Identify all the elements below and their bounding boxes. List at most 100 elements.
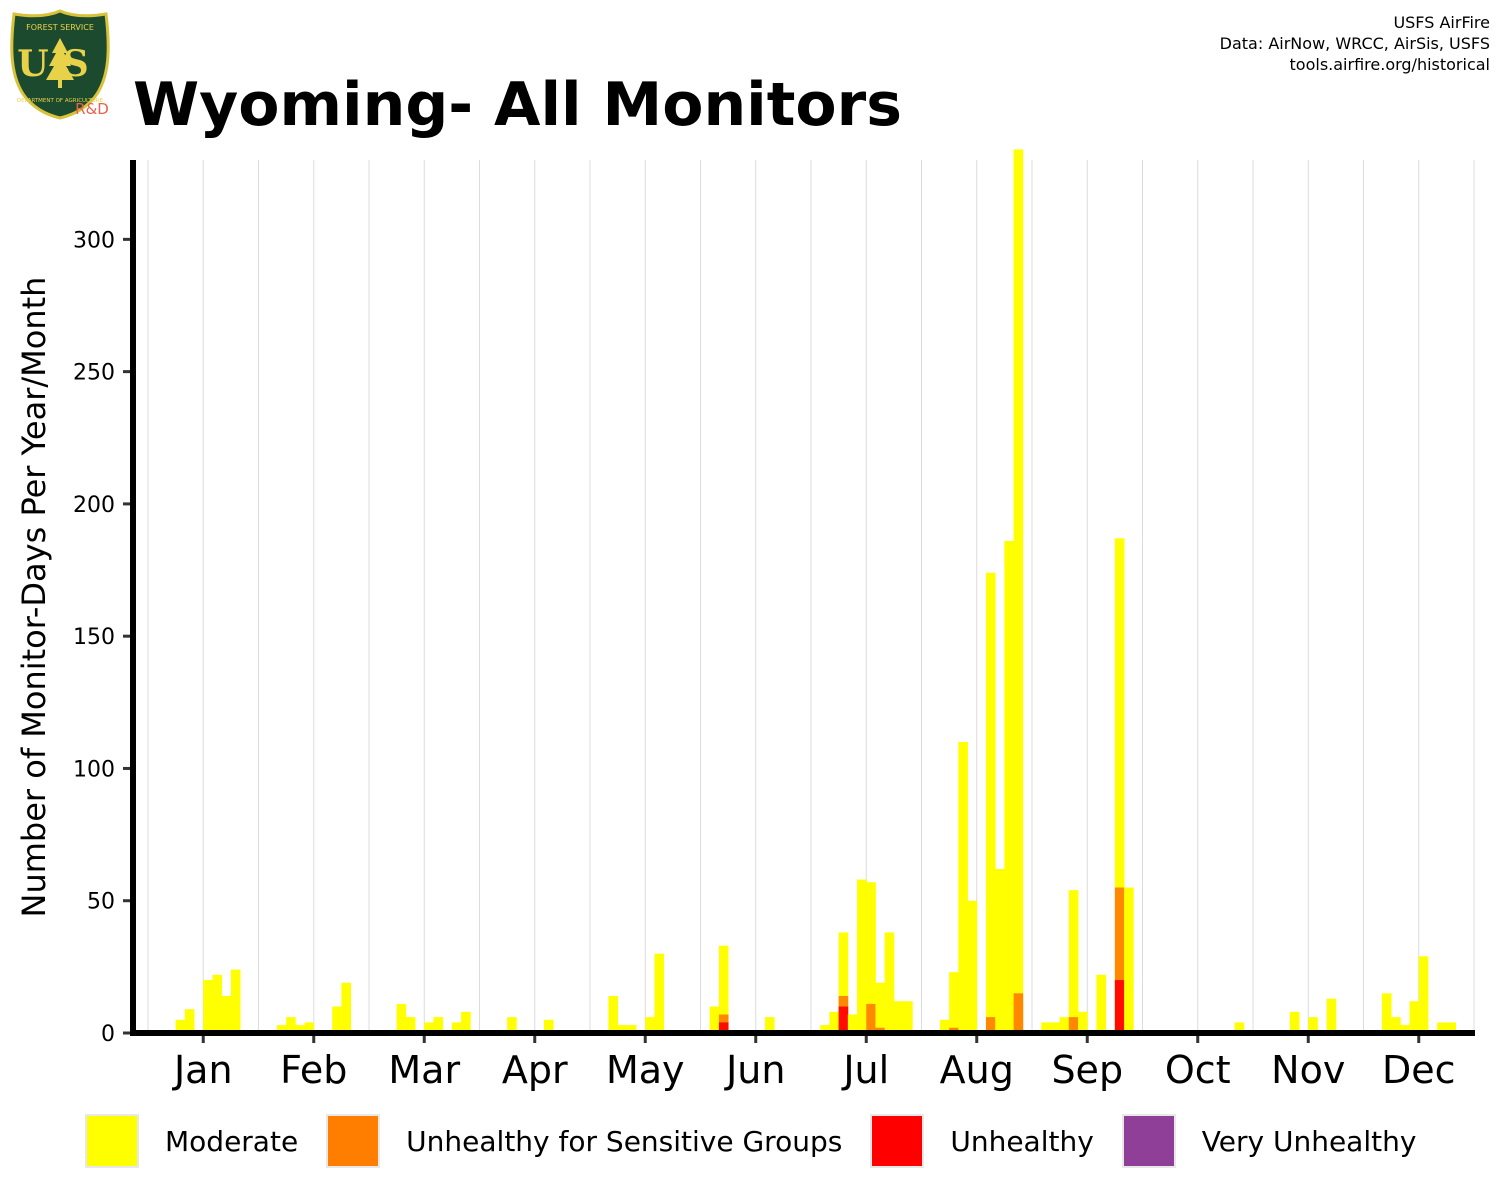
- legend-item-usg: Unhealthy for Sensitive Groups: [326, 1114, 842, 1168]
- bar-moderate: [617, 1025, 628, 1033]
- legend-swatch: [870, 1114, 925, 1168]
- bar-moderate: [341, 982, 351, 1033]
- bar-moderate: [230, 969, 241, 1033]
- bar-moderate: [543, 1019, 554, 1033]
- credit-line: Data: AirNow, WRCC, AirSis, USFS: [1219, 34, 1490, 53]
- bar-moderate: [507, 1017, 517, 1033]
- bar-moderate: [1437, 1022, 1447, 1033]
- bar-moderate: [626, 1025, 637, 1033]
- bar-moderate: [332, 1006, 342, 1033]
- bar-moderate: [1289, 1011, 1300, 1033]
- bar-moderate: [985, 572, 996, 1033]
- bar-moderate: [1114, 538, 1125, 1033]
- x-tick-label: Sep: [1051, 1048, 1123, 1092]
- bar-moderate: [424, 1022, 434, 1033]
- bar-chart: 0 50 100 150 200 250 300 Jan Feb Mar Apr May Jun Jul A…: [15, 149, 1475, 1092]
- bar-usg: [866, 1003, 876, 1033]
- bar-moderate: [396, 1003, 407, 1033]
- bar-moderate: [893, 1001, 904, 1033]
- bar-moderate: [1124, 887, 1134, 1033]
- bar-moderate: [939, 1019, 950, 1033]
- bar-moderate: [820, 1025, 830, 1033]
- legend-swatch: [326, 1114, 381, 1168]
- x-tick-label: May: [606, 1048, 685, 1092]
- bar-moderate: [1326, 998, 1337, 1033]
- bar-usg: [985, 1017, 996, 1033]
- bar-moderate: [184, 1009, 195, 1033]
- bar-unhealthy: [718, 1022, 729, 1033]
- bar-moderate: [295, 1025, 305, 1033]
- credits: USFS AirFire Data: AirNow, WRCC, AirSis,…: [1220, 12, 1490, 75]
- bar-moderate: [1068, 890, 1079, 1033]
- bar-moderate: [838, 932, 849, 1033]
- logo-top-text: FOREST SERVICE: [26, 23, 94, 32]
- x-tick-label: Mar: [388, 1048, 460, 1092]
- bar-moderate: [967, 900, 978, 1033]
- legend-swatch: [1121, 1114, 1176, 1168]
- legend: Moderate Unhealthy for Sensitive Groups …: [85, 1112, 1444, 1170]
- legend-label: Unhealthy for Sensitive Groups: [406, 1124, 843, 1158]
- x-tick-label: Apr: [502, 1048, 568, 1092]
- legend-label: Unhealthy: [950, 1124, 1094, 1158]
- x-tick-label: Aug: [940, 1048, 1014, 1092]
- bar-moderate: [1078, 1011, 1088, 1033]
- y-tick-label: 150: [73, 625, 115, 650]
- bar-moderate: [1050, 1022, 1061, 1033]
- bar-usg: [1013, 993, 1024, 1033]
- bar-unhealthy: [838, 1006, 849, 1033]
- x-tick-label: Feb: [280, 1048, 347, 1092]
- grid-lines: [147, 160, 1475, 1033]
- bar-moderate: [451, 1022, 462, 1033]
- x-tick-label: Jun: [724, 1048, 785, 1092]
- bar-moderate: [875, 982, 886, 1033]
- bar-moderate: [958, 742, 968, 1033]
- bar-moderate: [461, 1011, 471, 1033]
- bar-moderate: [1059, 1017, 1070, 1033]
- bar-moderate: [1446, 1022, 1456, 1033]
- credit-line: USFS AirFire: [1393, 13, 1490, 32]
- legend-label: Moderate: [165, 1124, 299, 1158]
- legend-label: Very Unhealthy: [1201, 1124, 1417, 1158]
- bar-moderate: [847, 1014, 858, 1033]
- bar-moderate: [405, 1017, 416, 1033]
- bars: [148, 149, 1475, 1033]
- x-tick-label: Nov: [1271, 1048, 1345, 1092]
- bar-moderate: [1308, 1017, 1318, 1033]
- bar-moderate: [1400, 1025, 1410, 1033]
- bar-moderate: [608, 995, 619, 1033]
- axes: 0 50 100 150 200 250 300 Jan Feb Mar Apr May Jun Jul A…: [73, 160, 1475, 1092]
- bar-moderate: [1391, 1017, 1401, 1033]
- bar-moderate: [1013, 149, 1024, 1033]
- bar-moderate: [276, 1025, 287, 1033]
- bar-moderate: [221, 995, 232, 1033]
- bar-moderate: [949, 972, 959, 1033]
- bar-moderate: [1234, 1022, 1245, 1033]
- bar-moderate: [1041, 1022, 1051, 1033]
- bar-moderate: [1409, 1001, 1420, 1033]
- bar-moderate: [884, 932, 895, 1033]
- bar-unhealthy: [1114, 980, 1125, 1033]
- logo-bottom-text: DEPARTMENT OF AGRICULTURE: [17, 98, 104, 104]
- bar-moderate: [1418, 956, 1429, 1033]
- bar-moderate: [1381, 993, 1392, 1033]
- legend-item-unhealthy: Unhealthy: [870, 1114, 1094, 1168]
- bar-usg: [1114, 887, 1125, 1033]
- bar-moderate: [203, 980, 213, 1033]
- bar-moderate: [304, 1022, 315, 1033]
- bar-moderate: [654, 953, 665, 1033]
- y-axis-label: Number of Monitor-Days Per Year/Month: [15, 277, 53, 918]
- x-tick-label: Jul: [841, 1048, 889, 1092]
- legend-item-moderate: Moderate: [85, 1114, 298, 1168]
- bar-moderate: [903, 1001, 913, 1033]
- y-tick-label: 50: [87, 890, 115, 915]
- bar-usg: [1068, 1017, 1079, 1033]
- legend-swatch: [85, 1114, 139, 1168]
- bar-moderate: [866, 882, 876, 1033]
- bar-moderate: [1004, 540, 1014, 1033]
- bar-moderate: [718, 945, 729, 1033]
- legend-item-very-unhealthy: Very Unhealthy: [1121, 1114, 1417, 1168]
- x-tick-label: Oct: [1165, 1048, 1231, 1092]
- bar-moderate: [829, 1011, 840, 1033]
- bar-moderate: [764, 1017, 775, 1033]
- bar-moderate: [212, 974, 223, 1033]
